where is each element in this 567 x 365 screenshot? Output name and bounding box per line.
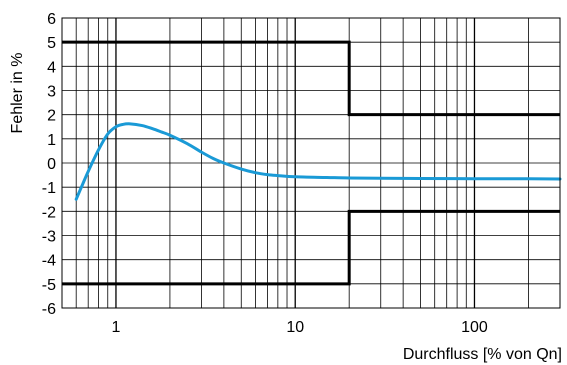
y-tick-labels: 6 5 4 3 2 1 0 -1 -2 -3 -4 -5 -6 xyxy=(42,11,56,318)
y-tick-label: 0 xyxy=(47,156,56,173)
y-tick-label: -4 xyxy=(42,253,56,270)
y-tick-label: 5 xyxy=(47,35,56,52)
y-tick-label: -1 xyxy=(42,180,56,197)
y-axis-title: Fehler in % xyxy=(9,53,26,134)
y-tick-label: 6 xyxy=(47,11,56,28)
y-tick-label: 2 xyxy=(47,108,56,125)
x-tick-labels: 1 10 100 xyxy=(112,319,488,336)
grid-lines xyxy=(62,18,560,308)
y-tick-label: 3 xyxy=(47,84,56,101)
upper-limit-line xyxy=(62,40,560,117)
y-tick-label: 4 xyxy=(47,59,56,76)
series-layer xyxy=(62,40,562,286)
x-tick-label: 10 xyxy=(286,319,304,336)
x-tick-label: 1 xyxy=(112,319,121,336)
y-tick-label: 1 xyxy=(47,132,56,149)
error-curve-series xyxy=(74,122,562,201)
y-tick-label: -2 xyxy=(42,204,56,221)
x-tick-label: 100 xyxy=(461,319,488,336)
y-tick-label: -6 xyxy=(42,301,56,318)
y-tick-label: -3 xyxy=(42,229,56,246)
lower-limit-line xyxy=(62,209,560,286)
plot-frame xyxy=(61,17,561,309)
y-tick-label: -5 xyxy=(42,277,56,294)
x-axis-title: Durchfluss [% von Qn] xyxy=(403,346,562,363)
